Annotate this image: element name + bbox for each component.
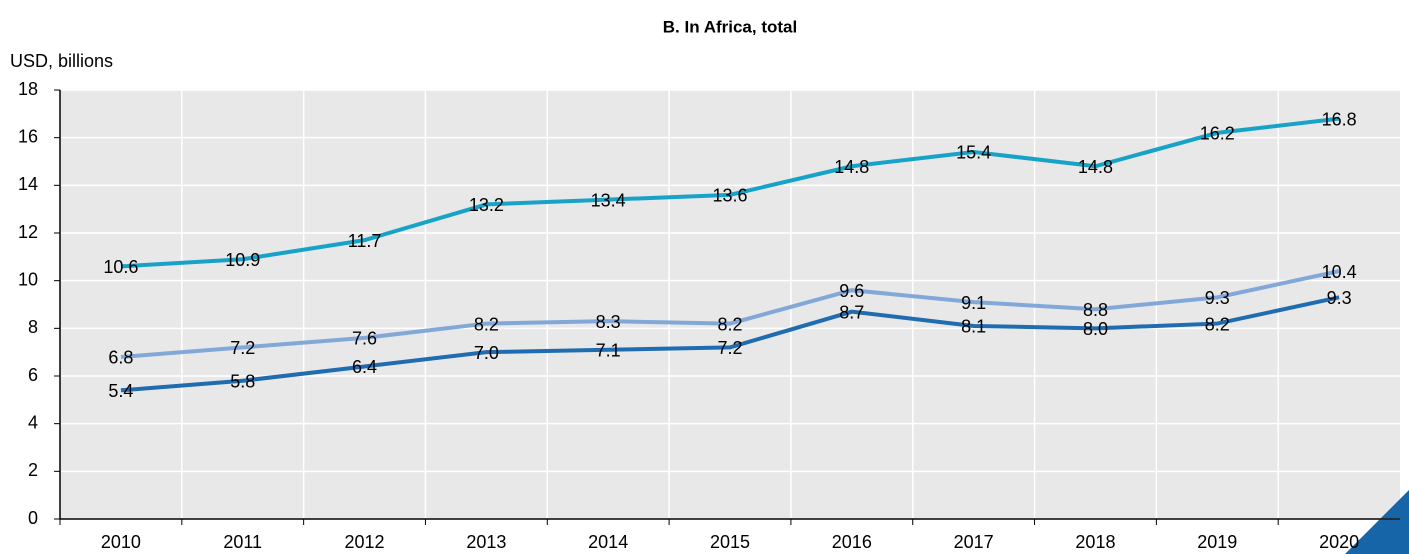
y-tick-label: 2: [28, 460, 38, 480]
data-label: 8.2: [474, 314, 499, 334]
y-tick-label: 10: [18, 269, 38, 289]
x-tick-label: 2013: [466, 532, 506, 552]
data-label: 9.3: [1205, 288, 1230, 308]
y-tick-label: 12: [18, 222, 38, 242]
corner-decoration: [1345, 490, 1409, 554]
x-tick-label: 2011: [223, 532, 262, 552]
data-label: 5.4: [108, 381, 133, 401]
y-tick-label: 18: [18, 79, 38, 99]
data-label: 11.7: [348, 231, 382, 251]
plot-area: [60, 90, 1400, 519]
data-label: 13.6: [712, 186, 747, 206]
x-tick-label: 2017: [954, 532, 994, 552]
y-tick-label: 16: [18, 126, 38, 146]
x-tick-label: 2018: [1075, 532, 1115, 552]
data-label: 14.8: [1078, 157, 1113, 177]
x-tick-label: 2012: [345, 532, 385, 552]
y-tick-label: 4: [28, 412, 38, 432]
data-label: 8.7: [839, 302, 864, 322]
data-label: 7.0: [474, 343, 499, 363]
data-label: 8.3: [596, 312, 621, 332]
y-tick-label: 6: [28, 365, 38, 385]
data-label: 16.2: [1200, 124, 1235, 144]
data-label: 9.3: [1327, 288, 1352, 308]
data-label: 14.8: [834, 157, 869, 177]
x-tick-label: 2020: [1319, 532, 1359, 552]
series-line: [120, 269, 1340, 359]
data-label: 5.8: [230, 372, 255, 392]
data-label: 7.2: [717, 338, 742, 358]
series-line: [120, 295, 1340, 393]
data-label: 9.1: [961, 293, 986, 313]
x-tick-label: 2015: [710, 532, 750, 552]
data-label: 8.2: [1205, 314, 1230, 334]
chart-title: B. In Africa, total: [663, 17, 797, 36]
x-tick-label: 2016: [832, 532, 872, 552]
data-label: 6.4: [352, 357, 377, 377]
y-tick-label: 0: [28, 508, 38, 528]
data-label: 7.6: [352, 329, 377, 349]
data-label: 6.8: [108, 348, 133, 368]
data-label: 10.9: [225, 250, 260, 270]
data-label: 15.4: [956, 143, 991, 163]
data-label: 7.2: [230, 338, 255, 358]
x-tick-label: 2010: [101, 532, 141, 552]
data-label: 8.2: [717, 314, 742, 334]
y-axis-label: USD, billions: [10, 51, 113, 71]
data-label: 8.8: [1083, 300, 1108, 320]
x-tick-label: 2019: [1197, 532, 1237, 552]
data-label: 7.1: [596, 341, 621, 361]
data-label: 8.0: [1083, 319, 1108, 339]
x-tick-label: 2014: [588, 532, 628, 552]
y-tick-label: 8: [28, 317, 38, 337]
data-label: 13.2: [469, 195, 504, 215]
data-label: 9.6: [839, 281, 864, 301]
y-tick-label: 14: [18, 174, 38, 194]
series-line: [120, 116, 1340, 269]
data-label: 8.1: [961, 317, 986, 337]
data-label: 10.4: [1322, 262, 1357, 282]
data-label: 13.4: [591, 190, 626, 210]
data-label: 16.8: [1322, 109, 1357, 129]
data-label: 10.6: [103, 257, 138, 277]
